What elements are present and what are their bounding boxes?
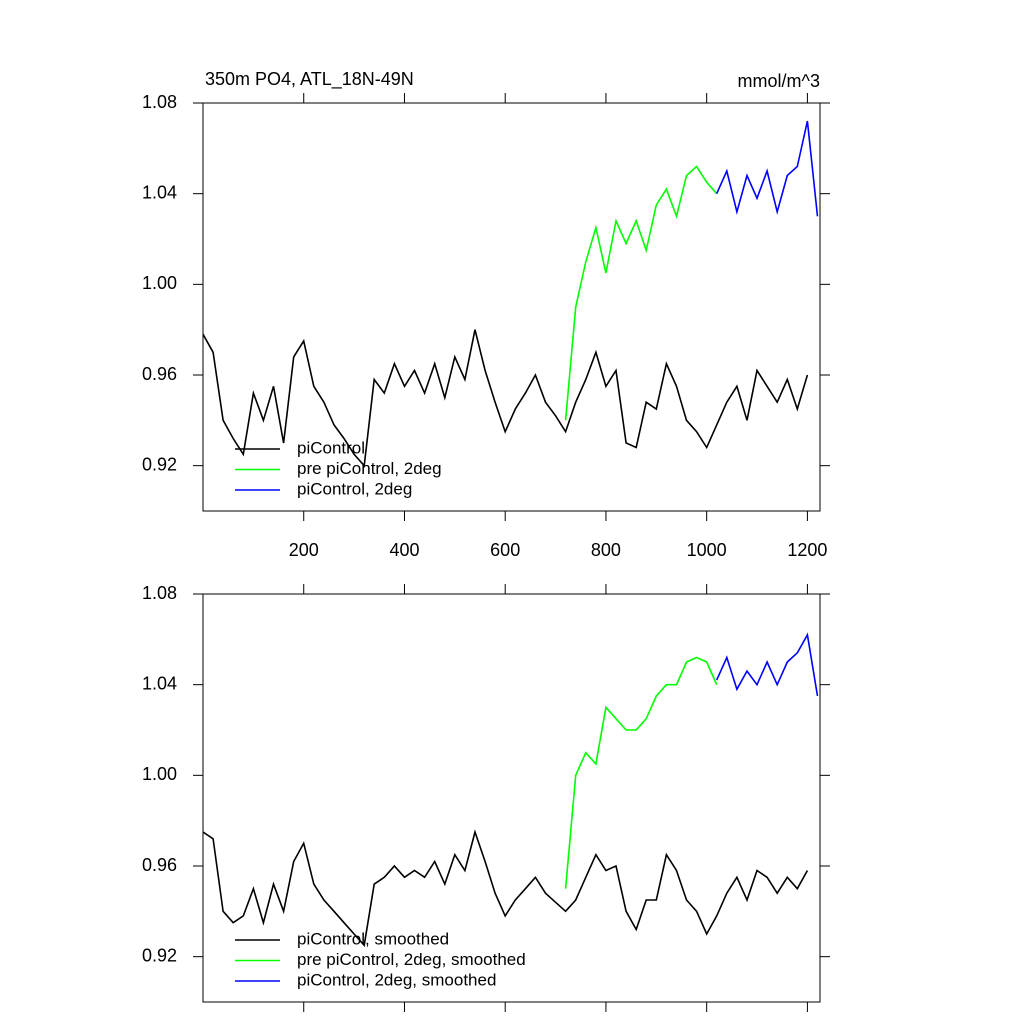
x-tick-label: 400	[389, 540, 419, 560]
series-line	[715, 632, 819, 697]
series-line	[202, 329, 809, 468]
y-tick-label: 1.00	[142, 273, 177, 293]
legend-label: pre piControl, 2deg, smoothed	[297, 950, 526, 969]
legend-label: piControl	[297, 438, 365, 457]
plot-frame	[202, 593, 821, 1003]
x-tick-label: 600	[490, 540, 520, 560]
series-line	[564, 656, 718, 889]
y-tick-label: 0.92	[142, 454, 177, 474]
series-line	[564, 165, 718, 421]
y-tick-label: 1.04	[142, 182, 177, 202]
series-line	[202, 829, 809, 948]
x-tick-label: 1200	[787, 540, 827, 560]
x-tick-label: 1000	[687, 540, 727, 560]
series-line	[715, 120, 819, 217]
legend-label: piControl, 2deg	[297, 479, 412, 498]
y-tick-label: 0.96	[142, 855, 177, 875]
legend-label: pre piControl, 2deg	[297, 459, 442, 478]
plot-frame	[202, 102, 821, 512]
y-tick-label: 0.96	[142, 364, 177, 384]
x-tick-label: 200	[289, 540, 319, 560]
y-tick-label: 1.00	[142, 764, 177, 784]
legend-label: piControl, 2deg, smoothed	[297, 970, 496, 989]
y-tick-label: 1.04	[142, 673, 177, 693]
legend: piControl, smoothed pre piControl, 2deg, …	[235, 929, 526, 989]
y-tick-label: 1.08	[142, 583, 177, 603]
x-tick-label: 800	[591, 540, 621, 560]
legend-label: piControl, smoothed	[297, 929, 449, 948]
units-label: mmol/m^3	[738, 71, 820, 91]
y-tick-label: 1.08	[142, 92, 177, 112]
y-tick-label: 0.92	[142, 945, 177, 965]
chart-title: 350m PO4, ATL_18N-49N	[205, 69, 414, 90]
